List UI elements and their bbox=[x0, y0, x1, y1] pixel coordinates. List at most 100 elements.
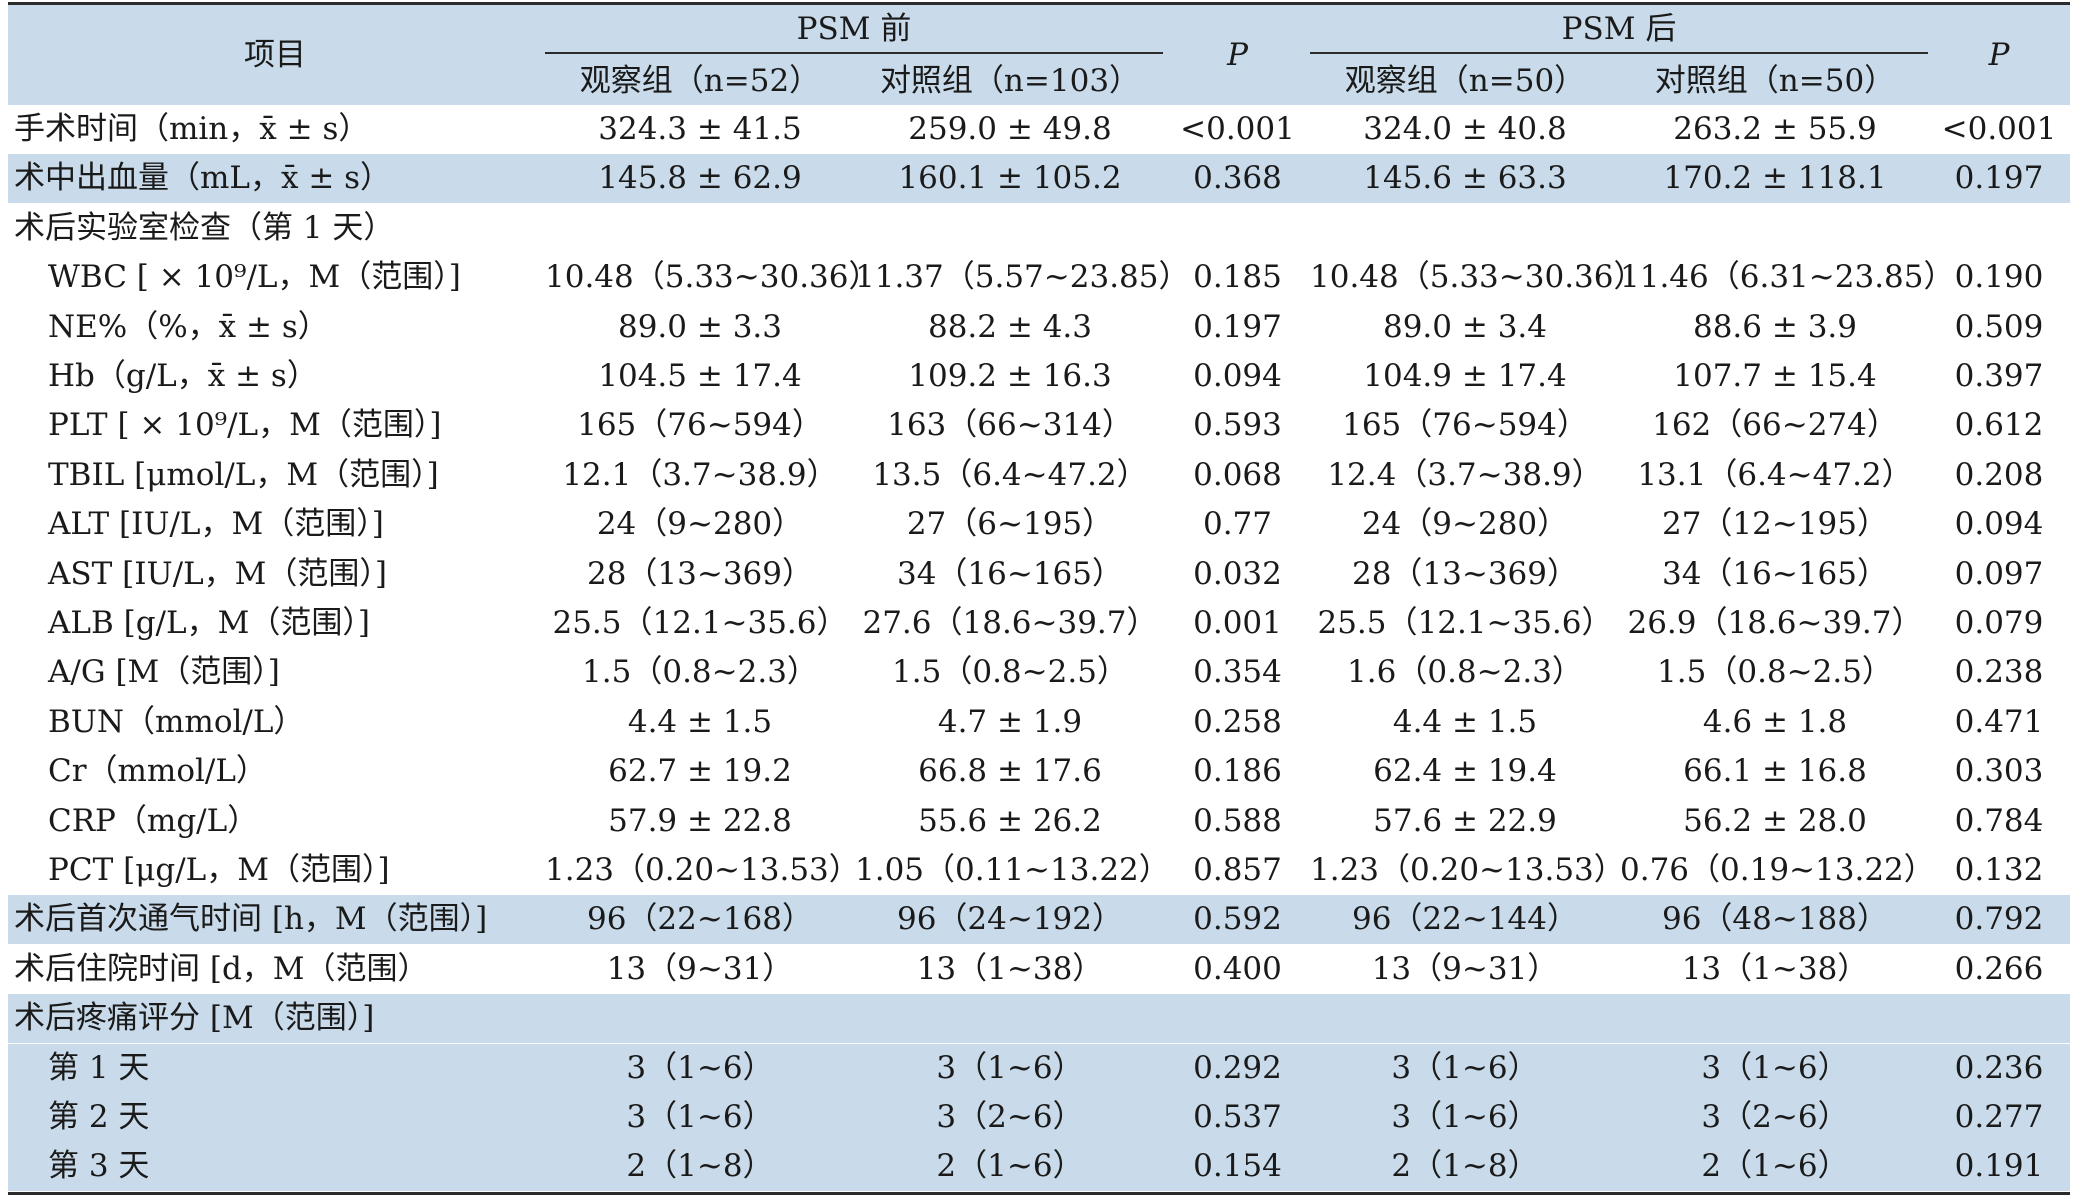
header-background bbox=[8, 5, 2070, 105]
row-shading bbox=[8, 994, 2070, 1043]
row-label: Hb（g/L，x̄ ± s） bbox=[48, 358, 318, 394]
table-cell bbox=[1165, 204, 1310, 253]
table-cell: 96（48~188） bbox=[1661, 901, 1889, 937]
table-cell: 0.238 bbox=[1954, 654, 2044, 690]
table-cell: 0.197 bbox=[1193, 309, 1282, 345]
table-cell: 88.2 ± 4.3 bbox=[927, 309, 1092, 345]
table-cell: 10.48（5.33~30.36） bbox=[545, 259, 880, 295]
table-cell: 4.4 ± 1.5 bbox=[627, 704, 773, 740]
table-cell: 0.277 bbox=[1954, 1099, 2044, 1135]
header-ctl-before: 对照组（n=103） bbox=[879, 63, 1141, 99]
table-cell: 0.079 bbox=[1954, 605, 2044, 641]
table-cell: 263.2 ± 55.9 bbox=[1673, 111, 1877, 147]
table-cell: 0.588 bbox=[1193, 803, 1282, 839]
table-cell: 4.6 ± 1.8 bbox=[1702, 704, 1848, 740]
table-cell: 109.2 ± 16.3 bbox=[908, 358, 1112, 394]
row-label: AST [IU/L，M（范围）] bbox=[48, 556, 387, 592]
table-cell: 1.5（0.8~2.5） bbox=[1657, 654, 1893, 690]
table-cell: 0.509 bbox=[1954, 309, 2044, 345]
table-cell: 10.48（5.33~30.36） bbox=[1310, 259, 1645, 295]
table-cell: 0.132 bbox=[1954, 852, 2044, 888]
table-cell: 0.266 bbox=[1954, 951, 2044, 987]
table-cell: 3（1~6） bbox=[1391, 1050, 1539, 1086]
table-cell: 3（1~6） bbox=[1701, 1050, 1849, 1086]
table-cell: 104.9 ± 17.4 bbox=[1363, 358, 1567, 394]
row-shading bbox=[8, 1093, 2070, 1142]
table-cell: 2（1~8） bbox=[1391, 1148, 1539, 1184]
table-cell: 13（9~31） bbox=[1371, 951, 1559, 987]
row-label: A/G [M（范围）] bbox=[48, 654, 280, 690]
table-cell: 0.185 bbox=[1193, 259, 1282, 295]
row-label: 术后住院时间 [d，M（范围） bbox=[14, 951, 429, 987]
table-cell: 1.5（0.8~2.5） bbox=[892, 654, 1128, 690]
table-cell: 34（16~165） bbox=[896, 556, 1124, 592]
table-cell: 2（1~8） bbox=[626, 1148, 774, 1184]
table-cell: 13（1~38） bbox=[1681, 951, 1869, 987]
psm-after-rule bbox=[1310, 52, 1928, 54]
table-cell: <0.001 bbox=[1180, 111, 1295, 147]
table-cell: 1.23（0.20~13.53） bbox=[1310, 852, 1625, 888]
table-cell: 0.303 bbox=[1954, 753, 2044, 789]
row-shading bbox=[8, 154, 2070, 203]
table-cell: 25.5（12.1~35.6） bbox=[552, 605, 848, 641]
table-cell: 89.0 ± 3.3 bbox=[617, 309, 782, 345]
table-cell: 24（9~280） bbox=[596, 506, 804, 542]
row-label: 第 1 天 bbox=[48, 1050, 150, 1086]
table-cell: 88.6 ± 3.9 bbox=[1692, 309, 1857, 345]
table-cell: 1.05（0.11~13.22） bbox=[855, 852, 1170, 888]
table-cell: 57.6 ± 22.9 bbox=[1373, 803, 1557, 839]
table-cell: 55.6 ± 26.2 bbox=[918, 803, 1102, 839]
header-ctl-after: 对照组（n=50） bbox=[1654, 63, 1896, 99]
table-cell: 0.292 bbox=[1193, 1050, 1282, 1086]
table-cell: 163（66~314） bbox=[887, 407, 1133, 443]
row-label: 术后首次通气时间 [h，M（范围）] bbox=[14, 901, 488, 937]
table-cell: 4.7 ± 1.9 bbox=[937, 704, 1083, 740]
table-cell: 96（22~168） bbox=[586, 901, 814, 937]
table-cell: 12.1（3.7~38.9） bbox=[562, 457, 838, 493]
table-cell bbox=[1310, 204, 1620, 253]
table-cell: 0.792 bbox=[1954, 901, 2044, 937]
table-cell: 0.154 bbox=[1193, 1148, 1282, 1184]
table-cell: 0.191 bbox=[1954, 1148, 2044, 1184]
table-cell: 2（1~6） bbox=[936, 1148, 1084, 1184]
row-label: ALT [IU/L，M（范围）] bbox=[48, 506, 384, 542]
row-label: 术中出血量（mL，x̄ ± s） bbox=[14, 160, 392, 196]
table-cell: 0.190 bbox=[1954, 259, 2044, 295]
table-cell: 89.0 ± 3.4 bbox=[1382, 309, 1547, 345]
table-cell: 259.0 ± 49.8 bbox=[908, 111, 1112, 147]
table-cell: 0.857 bbox=[1193, 852, 1282, 888]
table-cell: 4.4 ± 1.5 bbox=[1392, 704, 1538, 740]
table-cell: <0.001 bbox=[1941, 111, 2057, 147]
table-cell: 0.032 bbox=[1193, 556, 1282, 592]
row-label: PCT [μg/L，M（范围）] bbox=[48, 852, 390, 888]
table-cell: 0.097 bbox=[1954, 556, 2044, 592]
header-obs-before: 观察组（n=52） bbox=[579, 63, 821, 99]
table-cell: 145.6 ± 63.3 bbox=[1363, 160, 1567, 196]
table-cell: 25.5（12.1~35.6） bbox=[1317, 605, 1613, 641]
table-cell: 66.1 ± 16.8 bbox=[1683, 753, 1867, 789]
header-p-before: P bbox=[1227, 37, 1248, 73]
table-cell: 104.5 ± 17.4 bbox=[598, 358, 802, 394]
header-obs-after: 观察组（n=50） bbox=[1344, 63, 1586, 99]
row-shading bbox=[8, 1142, 2070, 1191]
table-cell: 0.001 bbox=[1193, 605, 1282, 641]
row-label: 手术时间（min，x̄ ± s） bbox=[14, 111, 370, 147]
row-label: PLT [ × 10⁹/L，M（范围）] bbox=[48, 407, 442, 443]
header-psm-after: PSM 后 bbox=[1561, 11, 1677, 47]
table-cell: 0.593 bbox=[1193, 407, 1282, 443]
table-cell: 324.3 ± 41.5 bbox=[598, 111, 802, 147]
table-cell: 0.197 bbox=[1954, 160, 2044, 196]
table-cell: 324.0 ± 40.8 bbox=[1363, 111, 1567, 147]
table-cell: 13.5（6.4~47.2） bbox=[872, 457, 1148, 493]
table-cell: 0.068 bbox=[1193, 457, 1282, 493]
table-cell: 3（1~6） bbox=[1391, 1099, 1539, 1135]
table-cell: 1.5（0.8~2.3） bbox=[582, 654, 818, 690]
table-cell: 27.6（18.6~39.7） bbox=[862, 605, 1158, 641]
table-cell: 3（2~6） bbox=[936, 1099, 1084, 1135]
table-cell: 3（1~6） bbox=[626, 1099, 774, 1135]
table-cell: 62.4 ± 19.4 bbox=[1373, 753, 1557, 789]
table-cell: 57.9 ± 22.8 bbox=[608, 803, 792, 839]
table-cell: 12.4（3.7~38.9） bbox=[1327, 457, 1603, 493]
table-cell: 0.592 bbox=[1193, 901, 1282, 937]
psm-before-rule bbox=[545, 52, 1163, 54]
